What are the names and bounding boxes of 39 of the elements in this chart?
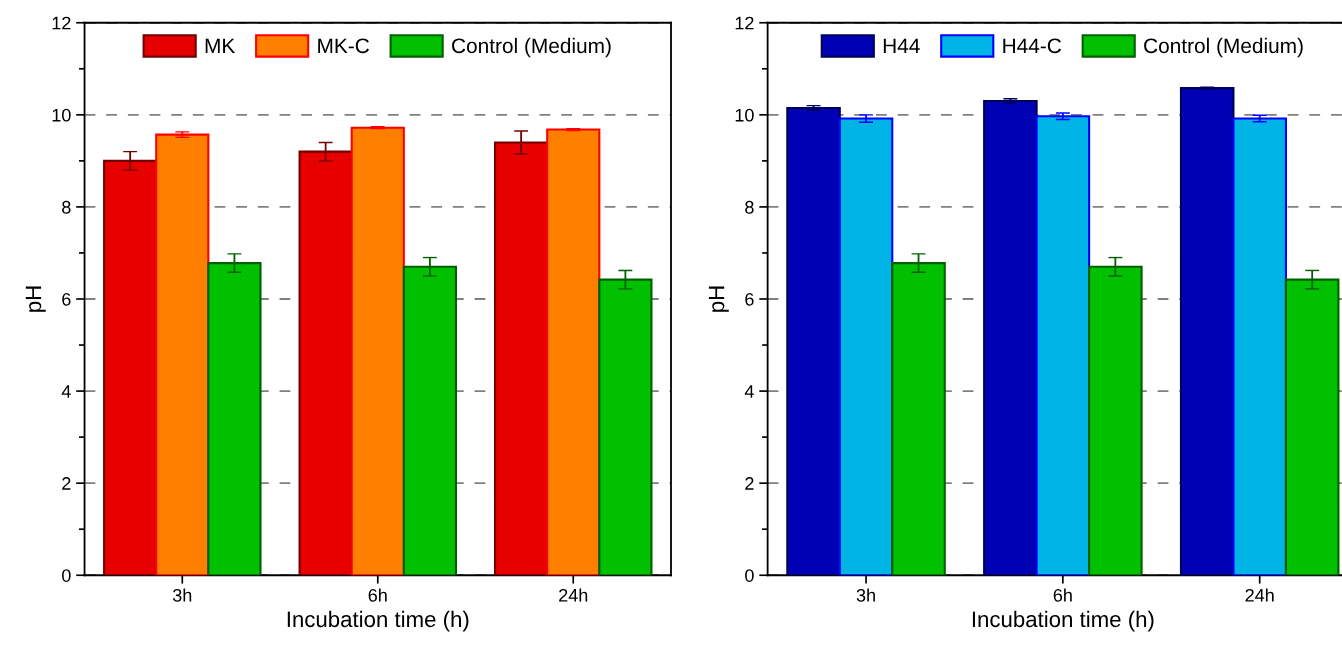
- x-tick-label: 6h: [1053, 588, 1072, 602]
- y-tick-label: 2: [62, 477, 71, 490]
- bar: [546, 128, 601, 576]
- x-tick-label: 3h: [172, 588, 192, 602]
- y-tick-label: 2: [745, 477, 754, 490]
- y-tick-label: 6: [745, 292, 754, 306]
- y-tick-label: 0: [745, 569, 754, 582]
- legend-label: Control (Medium): [1144, 37, 1303, 58]
- y-axis-title: pH: [25, 286, 46, 312]
- bar: [1035, 115, 1091, 576]
- x-axis-title: Incubation time (h): [972, 610, 1154, 632]
- bar: [155, 133, 210, 576]
- y-tick-label: 6: [62, 292, 71, 306]
- legend-label: MK: [205, 38, 236, 53]
- bar: [350, 126, 405, 576]
- y-tick-label: 4: [61, 385, 71, 398]
- y-tick-label: 8: [62, 200, 71, 214]
- y-axis-title: pH: [708, 286, 729, 312]
- bar: [983, 99, 1038, 576]
- legend-label: H44: [883, 38, 920, 53]
- y-tick-label: 10: [52, 108, 71, 122]
- y-tick-label: 12: [735, 16, 754, 30]
- legend-label: H44-C: [1003, 38, 1062, 54]
- x-axis-title: Incubation time (h): [287, 610, 469, 632]
- y-tick-label: 10: [735, 108, 754, 122]
- bar: [1179, 87, 1235, 576]
- y-tick-label: 4: [744, 385, 754, 398]
- legend-label: MK-C: [318, 38, 369, 54]
- x-tick-label: 24h: [1245, 588, 1274, 602]
- x-tick-label: 24h: [559, 588, 588, 602]
- y-tick-label: 12: [52, 16, 71, 30]
- x-tick-label: 6h: [368, 588, 387, 602]
- x-tick-label: 3h: [856, 588, 875, 602]
- y-tick-label: 0: [62, 569, 71, 582]
- bar: [838, 117, 894, 576]
- bar: [1232, 117, 1287, 576]
- bar: [786, 106, 841, 576]
- legend-label: Control (Medium): [452, 37, 611, 58]
- y-tick-label: 8: [745, 200, 754, 214]
